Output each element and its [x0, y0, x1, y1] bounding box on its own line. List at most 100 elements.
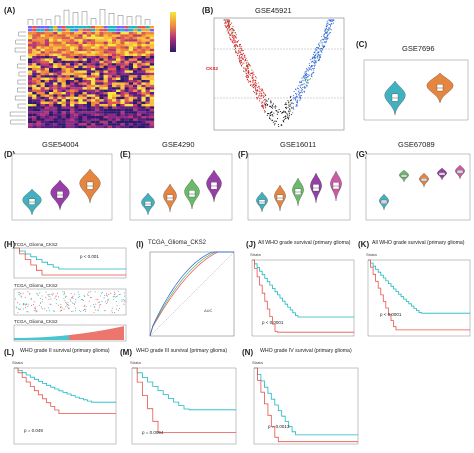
heatmap-cell [116, 96, 121, 100]
panel-l-title: WHO grade II survival (primary glioma) [20, 348, 110, 354]
heatmap-cell [36, 39, 41, 42]
volcano-point [252, 74, 254, 76]
volcano-point [290, 102, 292, 104]
volcano-point [308, 75, 310, 77]
heatmap-cell [107, 94, 113, 97]
risk-bar [100, 330, 101, 340]
heatmap-cell [36, 48, 41, 52]
scatter-point [121, 299, 123, 301]
heatmap-cell [95, 51, 100, 54]
risk-bar [35, 337, 36, 340]
heatmap-cell [70, 125, 75, 129]
heatmap-cell [32, 70, 37, 73]
panel-l-strata: Strata [12, 360, 23, 365]
volcano-point [295, 105, 297, 107]
heatmap-cell [44, 65, 50, 69]
heatmap-cell [124, 120, 129, 124]
heatmap-cell [141, 99, 146, 102]
heatmap-cell [28, 63, 33, 66]
heatmap-cell [40, 104, 45, 107]
volcano-point [246, 64, 248, 67]
heatmap-cell [107, 32, 113, 35]
volcano-point [258, 96, 260, 98]
volcano-point [261, 101, 263, 103]
scatter-point [41, 308, 43, 310]
scatter-point [85, 308, 87, 310]
volcano-point [319, 45, 321, 47]
heatmap-cell [112, 94, 117, 97]
heatmap-cell [149, 44, 155, 47]
risk-bar [80, 333, 81, 340]
heatmap-cell [74, 60, 79, 64]
heatmap-cell [28, 39, 33, 42]
heatmap-cell [103, 44, 108, 47]
heatmap-cell [78, 84, 83, 88]
heatmap-annotation-cell [28, 26, 33, 29]
heatmap-cell [145, 92, 150, 95]
heatmap-cell [57, 89, 62, 93]
heatmap-cell [116, 32, 121, 35]
heatmap-cell [107, 120, 113, 124]
heatmap-cell [82, 32, 87, 35]
heatmap-cell [137, 104, 142, 107]
volcano-point [238, 56, 240, 58]
km-j-curves [252, 259, 354, 333]
heatmap-cell [82, 104, 87, 107]
scatter-point [99, 304, 101, 306]
heatmap-cell [116, 92, 121, 95]
heatmap-cell [53, 118, 58, 121]
volcano-point [233, 38, 235, 41]
km-curve [368, 259, 470, 314]
volcano-point [321, 51, 323, 53]
volcano-point [229, 24, 231, 26]
volcano-point [326, 32, 328, 34]
volcano-point [266, 113, 269, 115]
heatmap-cell [44, 123, 50, 126]
heatmap-cell [65, 108, 71, 112]
heatmap-cell [36, 123, 41, 126]
risk-bar [101, 330, 102, 340]
volcano-point [296, 95, 298, 98]
scatter-point [107, 299, 109, 301]
volcano-point [330, 20, 332, 22]
volcano-point [233, 29, 235, 31]
volcano-point [270, 118, 272, 120]
heatmap-cell [99, 120, 104, 124]
heatmap-cell [57, 99, 62, 102]
heatmap-cell [28, 77, 33, 81]
scatter-point [39, 292, 41, 294]
heatmap-cell [74, 39, 79, 42]
km-curve [14, 247, 126, 270]
scatter-point [71, 296, 73, 298]
heatmap-cell [28, 75, 33, 78]
heatmap-cell [141, 80, 146, 83]
heatmap-cell [70, 123, 75, 126]
heatmap-cell [53, 113, 58, 117]
volcano-point [288, 104, 290, 106]
heatmap-cell [107, 87, 113, 90]
heatmap-cell [32, 113, 37, 117]
heatmap-cell [32, 72, 37, 76]
heatmap-cell [128, 84, 134, 88]
heatmap-cell [44, 34, 50, 37]
scatter-point [22, 308, 24, 310]
risk-bar [82, 333, 83, 340]
heatmap-cell [44, 92, 50, 95]
heatmap-cell [137, 94, 142, 97]
scatter-point [47, 294, 49, 296]
scatter-point [115, 301, 117, 303]
heatmap-cell [57, 96, 62, 100]
heatmap-cell [91, 87, 96, 90]
heatmap-cell [103, 68, 108, 71]
heatmap-cell [78, 96, 83, 100]
heatmap-cell [86, 34, 92, 37]
volcano-point [301, 89, 303, 91]
risk-bar [81, 333, 82, 340]
volcano-point [319, 48, 321, 50]
heatmap-cell [44, 111, 50, 114]
heatmap-cell [49, 44, 54, 47]
heatmap-cell [145, 72, 150, 76]
heatmap-cell [103, 39, 108, 42]
scatter-point [123, 303, 125, 305]
volcano-point [264, 110, 266, 112]
